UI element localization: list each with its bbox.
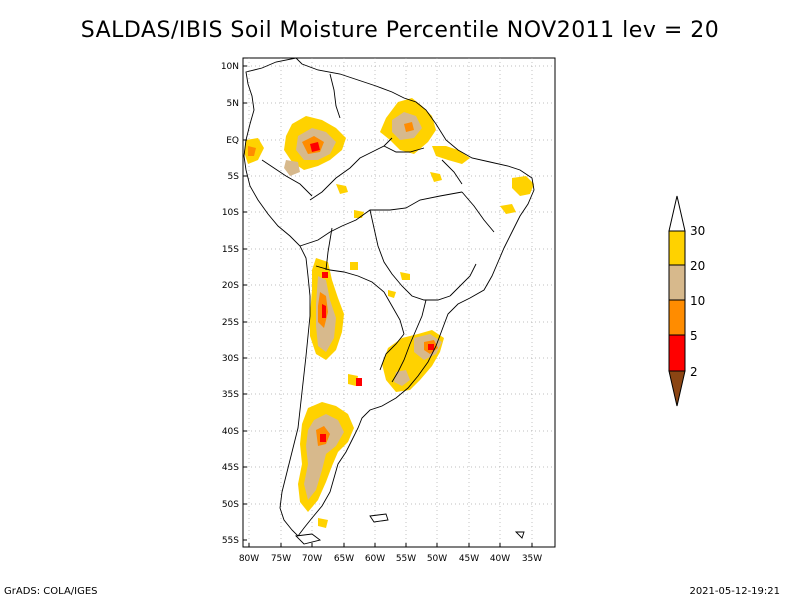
map-panel: 10N 5N EQ 5S 10S 15S 20S 25S 30S 35S 40S… [221, 57, 556, 564]
lat-label: 50S [222, 500, 239, 510]
footer-credit: GrADS: COLA/IGES [4, 586, 98, 597]
lat-label: 55S [222, 536, 239, 546]
color-legend: 30 20 10 5 2 [668, 195, 705, 407]
longitude-labels: 80W 75W 70W 65W 60W 55W 50W 45W 40W 35W [239, 554, 542, 564]
legend-label: 2 [690, 365, 698, 379]
lon-label: 80W [239, 554, 259, 564]
legend-label: 10 [690, 294, 705, 308]
map-title: SALDAS/IBIS Soil Moisture Percentile NOV… [80, 18, 720, 43]
lat-label: 15S [222, 245, 239, 255]
legend-label: 30 [690, 224, 705, 238]
lon-label: 50W [427, 554, 447, 564]
lat-label: 5N [227, 99, 239, 109]
lat-label: 40S [222, 427, 239, 437]
legend-swatch-5-10 [668, 299, 686, 336]
coastline [243, 57, 535, 537]
lat-label: 30S [222, 354, 239, 364]
grid-lines [243, 58, 555, 547]
lon-label: 60W [365, 554, 385, 564]
legend-arrow-above [668, 195, 686, 232]
lon-label: 70W [302, 554, 322, 564]
legend-swatch-2-5 [668, 334, 686, 372]
islands [295, 513, 525, 545]
legend-swatch-10-20 [668, 264, 686, 301]
lon-label: 40W [490, 554, 510, 564]
lon-label: 75W [271, 554, 291, 564]
footer-timestamp: 2021-05-12-19:21 [689, 586, 780, 597]
legend-swatch-20-30 [668, 230, 686, 266]
tick-marks [243, 65, 533, 547]
legend-labels: 30 20 10 5 2 [690, 224, 705, 379]
lat-label: 10S [222, 208, 239, 218]
lat-label: EQ [226, 136, 239, 146]
lon-label: 45W [459, 554, 479, 564]
lat-label: 5S [228, 172, 240, 182]
lon-label: 65W [334, 554, 354, 564]
latitude-labels: 10N 5N EQ 5S 10S 15S 20S 25S 30S 35S 40S… [221, 62, 239, 546]
lat-label: 20S [222, 281, 239, 291]
legend-label: 20 [690, 259, 705, 273]
lat-label: 25S [222, 318, 239, 328]
legend-arrow-below [668, 370, 686, 407]
lon-label: 35W [522, 554, 542, 564]
lat-label: 45S [222, 463, 239, 473]
lat-label: 35S [222, 390, 239, 400]
lat-label: 10N [221, 62, 239, 72]
legend-label: 5 [690, 329, 698, 343]
lon-label: 55W [396, 554, 416, 564]
percentile-shading [244, 98, 534, 528]
